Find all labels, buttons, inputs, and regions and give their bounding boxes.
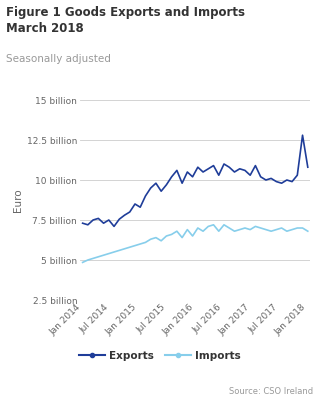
Text: Figure 1 Goods Exports and Imports
March 2018: Figure 1 Goods Exports and Imports March… xyxy=(6,6,245,35)
Text: Seasonally adjusted: Seasonally adjusted xyxy=(6,54,111,64)
Text: Source: CSO Ireland: Source: CSO Ireland xyxy=(229,387,314,396)
Y-axis label: Euro: Euro xyxy=(13,188,23,212)
Legend: Exports, Imports: Exports, Imports xyxy=(75,346,245,365)
